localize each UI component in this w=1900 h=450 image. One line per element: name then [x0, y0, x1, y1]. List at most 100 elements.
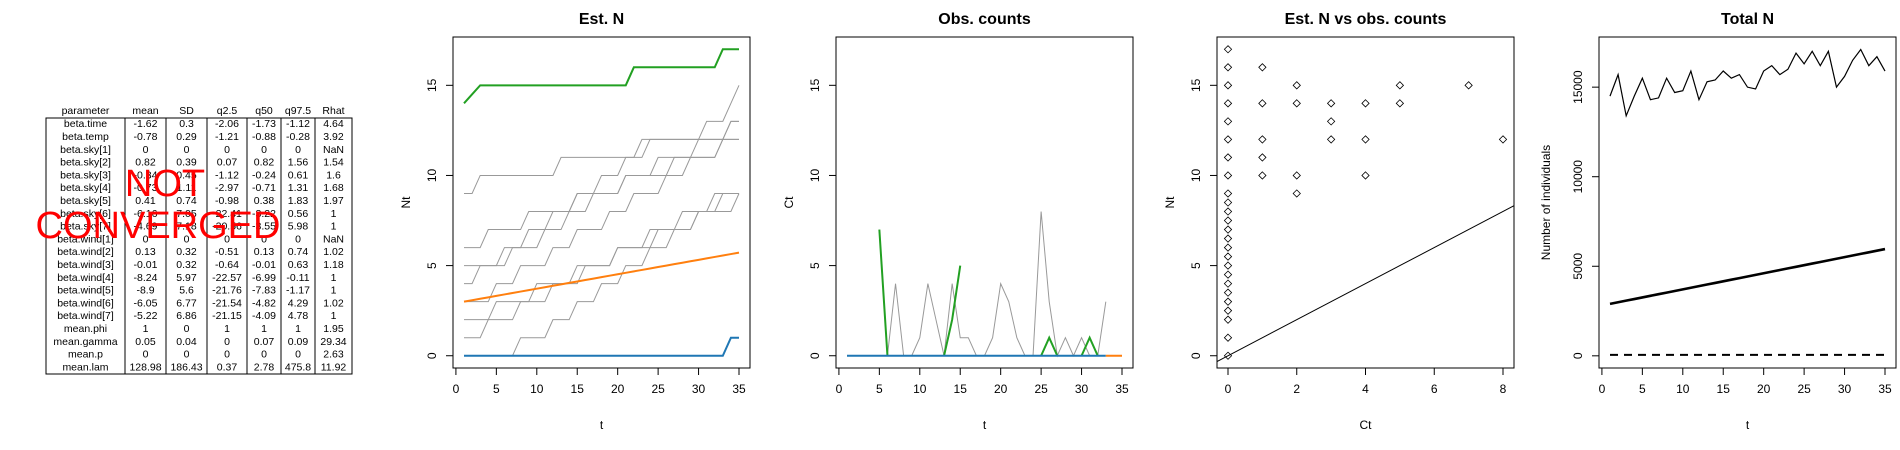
table-cell: 0 [224, 349, 230, 361]
x-tick-label: 25 [1034, 382, 1048, 396]
table-cell: 11.92 [321, 361, 347, 373]
table-cell: mean.p [68, 349, 103, 361]
table-cell: NaN [323, 233, 344, 245]
point [1223, 63, 1233, 72]
table-cell: 0.09 [288, 336, 309, 348]
x-tick-label: 35 [732, 382, 746, 396]
table-cell: -1.12 [286, 118, 310, 130]
table-cell: 0 [261, 233, 267, 245]
table-cell: 0 [224, 144, 230, 156]
point [1223, 99, 1233, 108]
table-cell: -2.97 [215, 182, 239, 194]
x-tick-label: 10 [530, 382, 544, 396]
table-cell: 7.05 [176, 208, 197, 220]
table-cell: 1.31 [288, 182, 309, 194]
point [1326, 99, 1336, 108]
point [1361, 135, 1370, 144]
table-cell: 4.29 [288, 297, 309, 309]
chart-panel: Total N t Number of individuals 0 5 10 15 20 25 3… [1539, 11, 1897, 432]
stamp-text: CONVERGED [36, 205, 281, 247]
y-tick-label: 0 [1189, 352, 1203, 359]
y-axis-label: Ct [782, 196, 796, 209]
x-tick-label: 5 [876, 382, 883, 396]
table-cell: beta.wind[3] [57, 259, 114, 271]
table-cell: 0 [143, 144, 149, 156]
x-tick-label: 10 [913, 382, 927, 396]
table-cell: -0.11 [286, 272, 309, 284]
series-line [464, 120, 739, 267]
chart-title: Obs. counts [938, 11, 1031, 28]
point [1223, 288, 1233, 297]
table-cell: 1 [331, 272, 337, 284]
table-cell: 1.95 [323, 323, 344, 335]
table-cell: 0.41 [135, 195, 156, 207]
table-cell: 1 [261, 323, 267, 335]
table-cell: beta.sky[4] [60, 182, 111, 194]
point [1223, 153, 1233, 162]
table-cell: 0 [261, 349, 267, 361]
y-tick-label: 5 [425, 262, 439, 269]
table-cell: -0.24 [252, 169, 276, 181]
y-tick-label: 0 [1571, 352, 1585, 359]
table-cell: -1.73 [252, 118, 276, 130]
table-cell: -8.9 [136, 285, 154, 297]
table-cell: beta.sky[7] [60, 221, 111, 233]
y-tick-label: 10 [1189, 168, 1203, 182]
series-line [463, 48, 739, 105]
point [1395, 81, 1405, 90]
table-cell: 1 [224, 323, 230, 335]
table-cell: -0.71 [252, 182, 276, 194]
x-axis-label: t [1746, 418, 1750, 432]
table-cell: 1.68 [323, 182, 344, 194]
y-tick-label: 5 [1189, 262, 1203, 269]
table-cell: 0.07 [254, 336, 275, 348]
x-axis-label: t [983, 418, 987, 432]
series-line [464, 138, 739, 303]
table-cell: 0 [224, 336, 230, 348]
table-cell: 0 [143, 233, 149, 245]
point [1326, 135, 1336, 144]
table-cell: -5.22 [134, 310, 158, 322]
table-cell: -4.82 [252, 297, 276, 309]
y-axis-label: Nt [1163, 196, 1177, 209]
point [1395, 99, 1405, 108]
table-cell: 1.02 [323, 297, 344, 309]
table-header: parameter [62, 105, 110, 117]
table-cell: 1.02 [323, 246, 344, 258]
table-cell: 0 [224, 233, 230, 245]
table-cell: -1.62 [134, 118, 158, 130]
table-cell: 0 [143, 349, 149, 361]
table-cell: 0.39 [176, 157, 197, 169]
table-cell: -21.15 [212, 310, 242, 322]
point [1223, 306, 1233, 315]
table-cell: 1.83 [288, 195, 309, 207]
point [1464, 81, 1473, 90]
point [1258, 171, 1267, 180]
table-cell: 1 [295, 323, 301, 335]
table-cell: 2.63 [323, 349, 344, 361]
table-cell: -0.78 [134, 131, 158, 143]
x-tick-label: 5 [493, 382, 500, 396]
x-tick-label: 15 [571, 382, 585, 396]
series-line [463, 251, 740, 303]
table-cell: 0.74 [176, 195, 197, 207]
point [1292, 99, 1301, 108]
table-cell: mean.phi [64, 323, 107, 335]
chart-panel: Est. N vs obs. counts Ct Nt 0 2 4 6 8 0 5 10 15 [1163, 11, 1515, 432]
table-cell: 1 [143, 323, 149, 335]
point [1498, 135, 1508, 144]
table-cell: 4.78 [288, 310, 309, 322]
table-cell: -8.24 [134, 272, 158, 284]
table-cell: 0 [295, 349, 301, 361]
table-cell: -1.12 [215, 169, 239, 181]
chart-title: Est. N vs obs. counts [1285, 11, 1447, 28]
x-tick-label: 25 [651, 382, 665, 396]
point [1223, 279, 1233, 288]
point [1223, 243, 1233, 252]
table-cell: 29.34 [320, 336, 346, 348]
table-cell: 4.64 [323, 118, 344, 130]
table-header: mean [132, 105, 158, 117]
table-cell: mean.lam [62, 361, 108, 373]
table-header: q50 [255, 105, 273, 117]
